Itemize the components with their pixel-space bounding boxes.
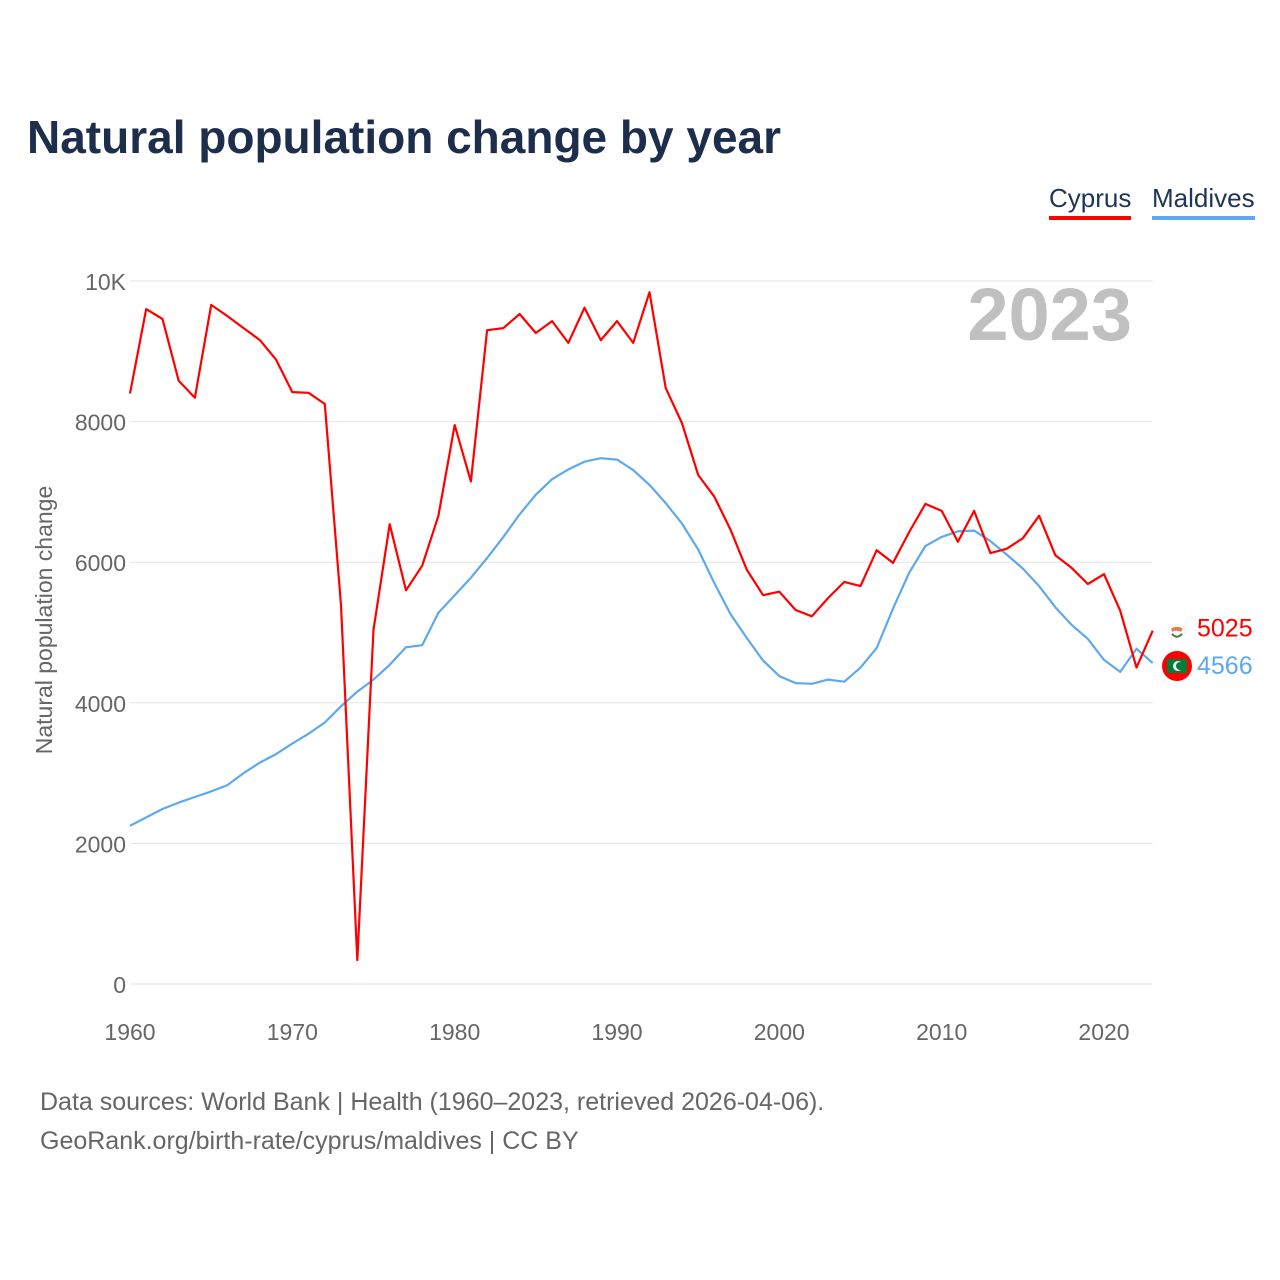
y-tick-label: 0	[113, 972, 126, 998]
y-axis-label: Natural population change	[31, 486, 57, 755]
maldives-crescent-cut	[1176, 662, 1184, 671]
y-tick-label: 6000	[75, 550, 126, 576]
x-tick-label: 2010	[916, 1019, 967, 1045]
x-tick-label: 1980	[429, 1019, 480, 1045]
source-text: Data sources: World Bank | Health (1960–…	[40, 1088, 825, 1116]
y-tick-label: 2000	[75, 831, 126, 857]
chart-title: Natural population change by year	[27, 111, 782, 163]
cyprus-map-icon	[1171, 626, 1183, 632]
y-tick-label: 8000	[75, 410, 126, 436]
source-url[interactable]: GeoRank.org/birth-rate/cyprus/maldives |…	[40, 1127, 579, 1155]
x-tick-label: 1960	[104, 1019, 155, 1045]
y-tick-label: 4000	[75, 691, 126, 717]
series-line-maldives	[129, 457, 1154, 827]
end-value-cyprus: 5025	[1197, 615, 1253, 643]
x-tick-label: 2020	[1078, 1019, 1129, 1045]
year-label: 2023	[967, 273, 1132, 356]
series-line-cyprus	[128, 291, 1154, 962]
end-value-maldives: 4566	[1197, 652, 1253, 680]
cyprus-olive-icon	[1171, 633, 1183, 638]
x-tick-label: 1970	[267, 1019, 318, 1045]
x-tick-label: 1990	[591, 1019, 642, 1045]
legend-maldives[interactable]: Maldives	[1152, 183, 1255, 220]
y-tick-label: 10K	[85, 269, 127, 295]
x-tick-label: 2000	[754, 1019, 805, 1045]
legend-cyprus[interactable]: Cyprus	[1049, 183, 1132, 220]
